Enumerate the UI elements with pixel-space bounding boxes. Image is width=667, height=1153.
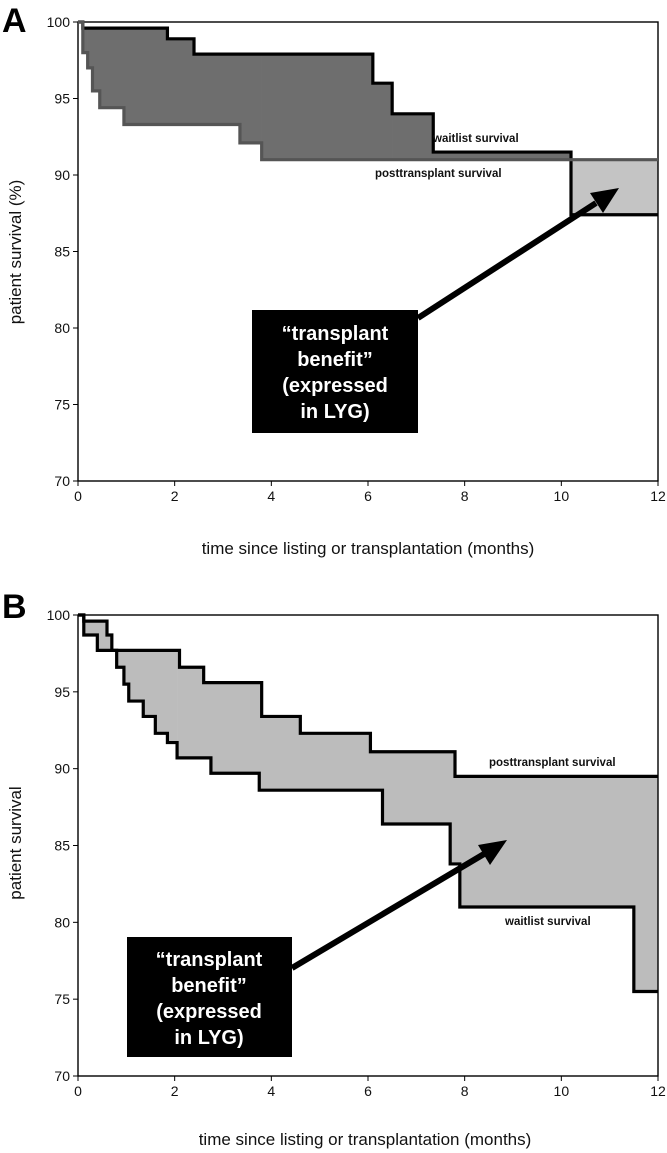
benefit-area-b — [261, 716, 301, 791]
benefit-area-b — [116, 650, 125, 668]
benefit-area-b — [83, 621, 98, 635]
y-tick-label-a: 90 — [54, 167, 70, 183]
y-tick-label-a: 100 — [47, 14, 71, 30]
benefit-area-b — [455, 776, 461, 864]
benefit-area-a — [82, 28, 88, 53]
benefit-area-a — [372, 83, 393, 160]
benefit-area-b — [155, 650, 168, 734]
y-axis-label-a: patient survival (%) — [6, 180, 25, 325]
y-axis-label-b: patient survival — [6, 786, 25, 899]
annotation-line-b-4: in LYG) — [174, 1027, 243, 1049]
posttransplant-survival-line-a — [78, 20, 658, 162]
benefit-area-b — [107, 634, 113, 651]
x-tick-label-b: 12 — [650, 1083, 666, 1099]
y-tick-label-b: 95 — [54, 684, 70, 700]
benefit-area-b — [143, 650, 156, 717]
x-tick-label-a: 4 — [267, 488, 275, 504]
y-tick-label-a: 95 — [54, 91, 70, 107]
y-tick-label-a: 70 — [54, 473, 70, 489]
benefit-area-b — [633, 776, 659, 992]
benefit-area-a — [167, 38, 195, 125]
benefit-area-a — [261, 54, 374, 160]
x-tick-label-b: 2 — [171, 1083, 179, 1099]
waitlist-survival-line-b — [78, 613, 658, 994]
posttransplant-survival-line-b — [78, 613, 658, 778]
annotation-line-a-2: benefit” — [297, 349, 373, 371]
waitlist-survival-line-a — [78, 20, 658, 217]
panel-a: A 0 2 4 6 8 10 12 100 95 90 85 80 75 70 patient survi… — [2, 2, 666, 558]
annotation-line-a-3: (expressed — [282, 375, 388, 397]
y-tick-label-b: 80 — [54, 914, 70, 930]
benefit-area-a — [123, 28, 168, 125]
x-tick-label-a: 0 — [74, 488, 82, 504]
x-tick-label-a: 6 — [364, 488, 372, 504]
benefit-area-a — [87, 28, 93, 68]
annotation-box-b: “transplant benefit” (expressed in LYG) — [127, 937, 292, 1057]
benefit-area-b — [167, 650, 178, 743]
x-tick-label-b: 4 — [267, 1083, 275, 1099]
annotation-line-a-1: “transplant — [282, 323, 389, 345]
x-tick-label-b: 10 — [554, 1083, 570, 1099]
benefit-area-a — [92, 28, 101, 91]
x-tick-label-b: 6 — [364, 1083, 372, 1099]
benefit-area-b — [177, 650, 180, 758]
x-axis-label-b: time since listing or transplantation (m… — [199, 1130, 532, 1149]
benefit-area-b — [450, 751, 456, 864]
y-tick-label-a: 80 — [54, 320, 70, 336]
benefit-area-b — [97, 621, 108, 651]
panel-letter-a: A — [2, 2, 27, 40]
x-tick-label-a: 2 — [171, 488, 179, 504]
annotation-box-a: “transplant benefit” (expressed in LYG) — [252, 310, 418, 433]
annotation-line-a-4: in LYG) — [300, 401, 369, 423]
benefit-area-a — [99, 28, 125, 108]
benefit-area-b — [128, 650, 144, 702]
x-tick-label-a: 8 — [461, 488, 469, 504]
benefit-area-b — [370, 751, 383, 791]
benefit-area-b — [459, 776, 635, 907]
benefit-area-a — [194, 54, 241, 125]
y-tick-label-b: 75 — [54, 991, 70, 1007]
label-waitlist-survival-a: waitlist survival — [432, 133, 519, 145]
y-tick-label-b: 90 — [54, 761, 70, 777]
benefit-area-b — [179, 667, 204, 758]
benefit-area-b — [203, 682, 212, 758]
annotation-line-b-3: (expressed — [156, 1001, 262, 1023]
benefit-area-b — [210, 682, 260, 774]
y-tick-label-b: 100 — [47, 607, 71, 623]
annotation-arrow-b — [290, 840, 507, 971]
panel-letter-b: B — [2, 588, 27, 626]
annotation-line-b-2: benefit” — [171, 975, 247, 997]
benefit-area-b — [123, 650, 130, 685]
y-tick-label-b: 70 — [54, 1068, 70, 1084]
benefit-area-a — [433, 152, 572, 160]
x-tick-label-a: 10 — [554, 488, 570, 504]
benefit-area-b — [300, 733, 371, 791]
x-tick-label-a: 12 — [650, 488, 666, 504]
panel-b: B 0 2 4 6 8 10 12 100 95 90 85 80 75 70 patient survi… — [2, 588, 666, 1149]
benefit-area-a — [571, 159, 659, 215]
benefit-area-a — [239, 54, 262, 143]
y-tick-label-a: 85 — [54, 244, 70, 260]
label-waitlist-survival-b: waitlist survival — [504, 916, 591, 928]
benefit-area-a — [392, 113, 434, 160]
benefit-area-b — [382, 751, 451, 824]
label-posttransplant-survival-a: posttransplant survival — [375, 168, 502, 180]
x-axis-label-a: time since listing or transplantation (m… — [202, 539, 535, 558]
x-tick-label-b: 0 — [74, 1083, 82, 1099]
annotation-line-b-1: “transplant — [156, 949, 263, 971]
label-posttransplant-survival-b: posttransplant survival — [489, 757, 616, 769]
y-tick-label-a: 75 — [54, 397, 70, 413]
y-tick-label-b: 85 — [54, 838, 70, 854]
annotation-arrow-a — [416, 188, 619, 321]
benefit-area-b — [259, 682, 262, 791]
x-tick-label-b: 8 — [461, 1083, 469, 1099]
